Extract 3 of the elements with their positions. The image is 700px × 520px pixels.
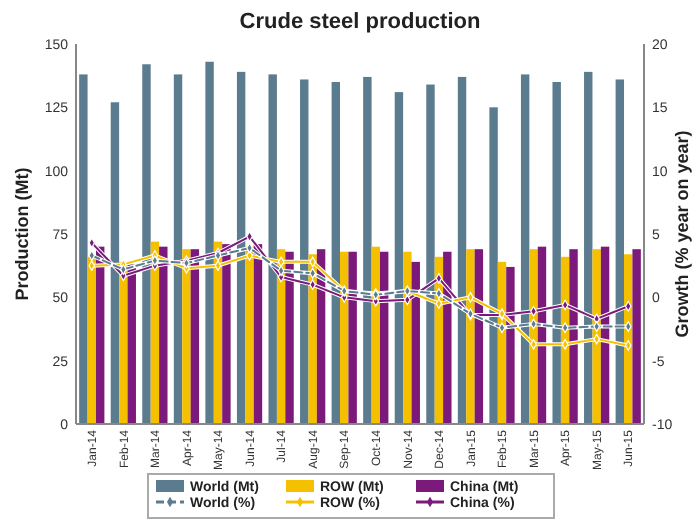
chart-title: Crude steel production — [239, 10, 481, 34]
y-axis-title: Production (Mt) — [12, 167, 33, 301]
y2-axis-title: Growth (% year on year) — [672, 130, 693, 338]
